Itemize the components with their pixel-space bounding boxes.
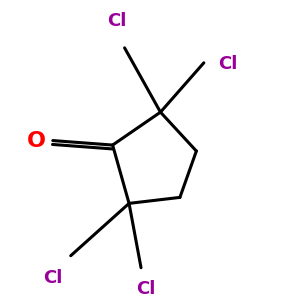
Text: Cl: Cl [107, 12, 127, 30]
Text: Cl: Cl [218, 55, 237, 73]
Text: Cl: Cl [43, 269, 62, 287]
Text: O: O [27, 130, 46, 151]
Text: Cl: Cl [136, 280, 155, 298]
